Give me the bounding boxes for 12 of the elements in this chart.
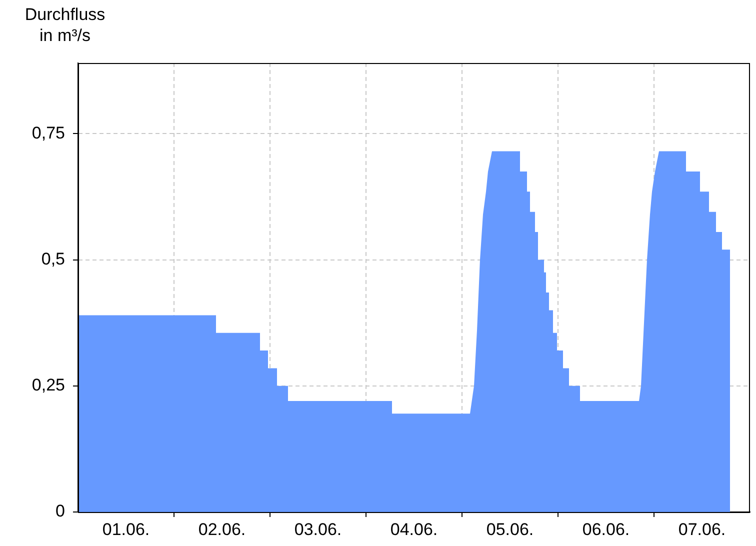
x-tick-label: 04.06. [390,520,438,539]
y-tick-label: 0 [56,502,65,521]
y-tick-label: 0,25 [32,376,65,395]
x-tick-label: 05.06. [486,520,534,539]
x-tick-label: 06.06. [582,520,630,539]
y-tick-label: 0,5 [41,249,65,268]
x-tick-label: 07.06. [678,520,726,539]
x-tick-label: 02.06. [198,520,246,539]
y-axis-title: Durchfluss in m³/s [24,4,106,46]
x-tick-label: 03.06. [294,520,342,539]
x-tick-label: 01.06. [102,520,150,539]
y-tick-label: 0,75 [32,123,65,142]
